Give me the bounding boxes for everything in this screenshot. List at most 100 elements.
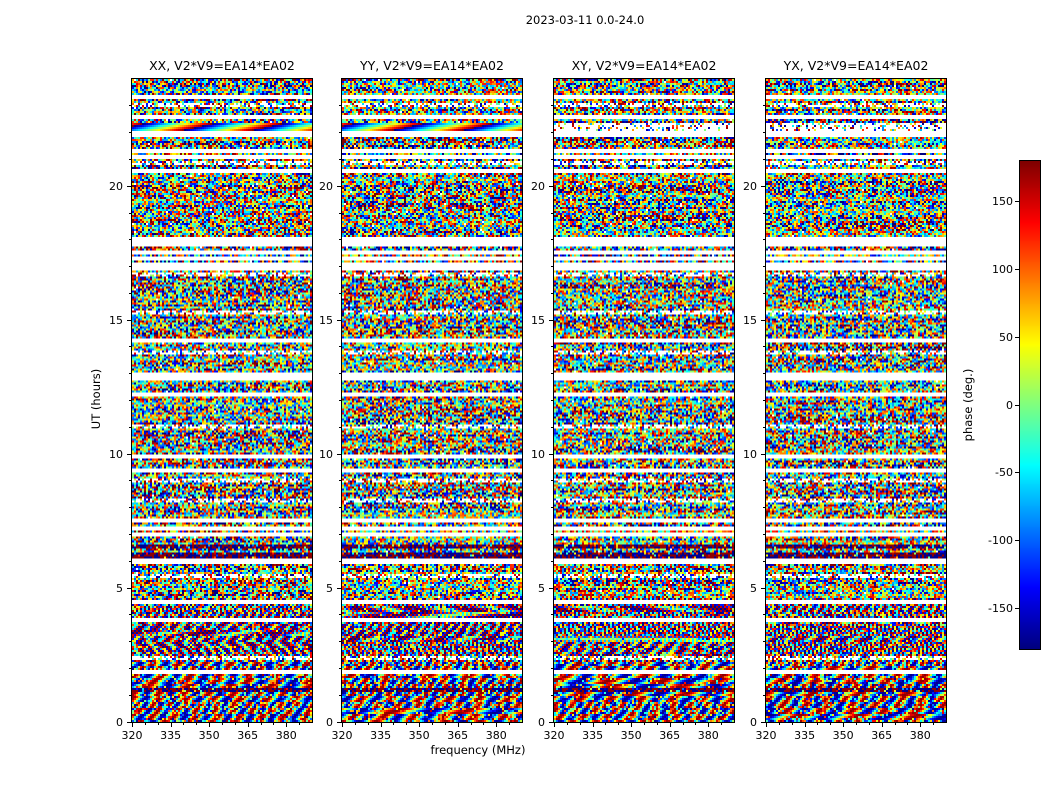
x-tick [170, 723, 172, 727]
y-tick [551, 239, 553, 241]
x-tick [222, 723, 223, 725]
x-tick [695, 723, 697, 725]
colorbar-tick-label: 0 [1006, 398, 1013, 412]
y-tick [763, 212, 765, 214]
y-tick [339, 292, 341, 294]
x-tick-label: 320 [755, 729, 777, 742]
y-tick [551, 373, 553, 375]
y-tick [339, 373, 341, 375]
y-tick [129, 212, 131, 214]
x-tick-label: 335 [370, 729, 392, 742]
x-tick [132, 723, 133, 727]
y-tick [339, 426, 341, 428]
y-tick [127, 453, 131, 455]
colorbar-tick [1015, 472, 1019, 474]
x-tick-label: 335 [160, 729, 182, 742]
y-tick [763, 534, 765, 535]
x-tick [183, 723, 185, 725]
y-tick [129, 426, 131, 428]
y-tick [337, 587, 341, 589]
y-tick [339, 239, 341, 241]
y-tick-label: 5 [116, 581, 123, 595]
y-tick-label: 0 [538, 715, 545, 729]
x-tick [286, 723, 288, 727]
y-tick [761, 319, 765, 321]
y-tick [337, 319, 341, 321]
x-tick [260, 723, 262, 725]
x-tick-label: 365 [237, 729, 259, 742]
y-tick [337, 721, 341, 723]
y-tick [129, 614, 131, 616]
y-tick [549, 319, 553, 321]
y-tick [339, 641, 341, 643]
y-tick-label: 5 [750, 581, 757, 595]
panel-xy: XY, V2*V9=EA14*EA02 320 335 350 365 380 0 5 10 1… [531, 58, 735, 742]
y-tick [337, 185, 341, 187]
x-tick-label: 380 [697, 729, 719, 742]
y-tick [551, 614, 553, 616]
x-tick-label: 350 [408, 729, 430, 742]
x-tick-label: 335 [794, 729, 816, 742]
colorbar-tick [1015, 540, 1019, 542]
y-tick-label: 20 [743, 179, 757, 193]
y-tick [129, 667, 131, 669]
y-tick [549, 587, 553, 589]
x-tick [766, 723, 767, 727]
x-tick [656, 723, 658, 725]
panel-title-yy: YY, V2*V9=EA14*EA02 [360, 58, 504, 73]
y-tick [129, 373, 131, 375]
y-tick [549, 721, 553, 723]
y-tick [761, 587, 765, 589]
y-tick-label: 0 [326, 715, 333, 729]
y-axis-label: UT (hours) [89, 368, 103, 430]
x-tick [592, 723, 594, 727]
colorbar-tick-label: -100 [988, 534, 1013, 548]
x-tick-label: 380 [485, 729, 507, 742]
y-tick [551, 132, 553, 134]
y-tick-label: 15 [743, 313, 757, 327]
panel-xx: XX, V2*V9=EA14*EA02 320 335 350 365 380 0 5 10 1… [109, 58, 313, 742]
x-tick [367, 723, 369, 725]
x-tick [605, 723, 607, 725]
x-tick [881, 723, 883, 727]
x-tick [907, 723, 909, 725]
colorbar-tick [1015, 607, 1019, 609]
y-tick [551, 158, 553, 160]
colorbar-tick-label: 50 [999, 330, 1013, 344]
y-tick [129, 266, 131, 267]
y-tick [127, 319, 131, 321]
x-tick [721, 723, 723, 725]
x-tick [868, 723, 870, 725]
colorbar: phase (deg.) 150 100 50 0 -50 -100 -150 [961, 160, 1041, 650]
y-tick [551, 534, 553, 535]
heatmap-canvas-yy [342, 79, 522, 722]
colorbar-tick [1015, 404, 1019, 406]
x-tick [419, 723, 421, 727]
x-tick [804, 723, 806, 727]
y-tick [551, 480, 553, 482]
y-tick [763, 507, 765, 509]
y-tick [129, 239, 131, 241]
y-tick [549, 185, 553, 187]
panel-yy: YY, V2*V9=EA14*EA02 320 335 350 365 380 0 5 10 1… [319, 58, 523, 742]
x-tick-label: 365 [659, 729, 681, 742]
y-tick [127, 721, 131, 723]
x-tick [380, 723, 382, 727]
x-tick [933, 723, 935, 725]
y-tick [339, 667, 341, 669]
x-tick [830, 723, 832, 725]
y-tick [763, 480, 765, 482]
x-tick [470, 723, 472, 725]
x-tick-label: 350 [620, 729, 642, 742]
x-tick [644, 723, 645, 725]
y-tick [551, 266, 553, 267]
x-tick-label: 380 [275, 729, 297, 742]
y-tick [339, 400, 341, 401]
y-tick [339, 266, 341, 267]
y-tick [129, 292, 131, 294]
y-tick [763, 266, 765, 267]
x-tick [509, 723, 511, 725]
y-tick [761, 721, 765, 723]
y-tick-label: 10 [319, 447, 333, 461]
colorbar-tick-label: 150 [992, 195, 1013, 209]
